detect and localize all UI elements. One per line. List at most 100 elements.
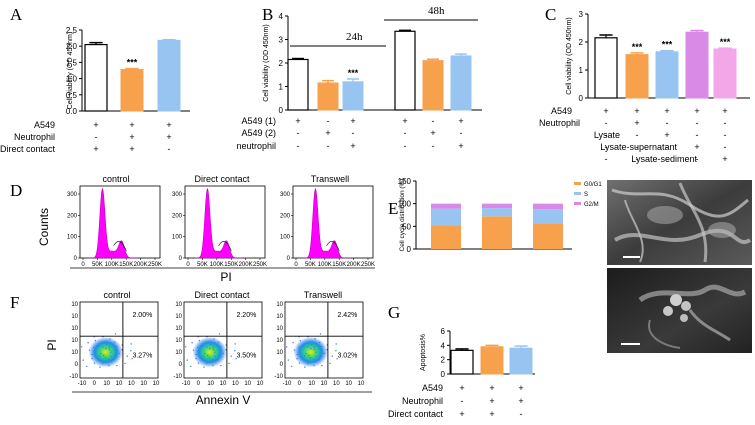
f-ytick-label: 10 xyxy=(175,350,182,356)
f-event-dot xyxy=(203,366,205,368)
f-quadrant-upper-right-pct: 2.42% xyxy=(337,312,357,319)
b-ytick-label: 4 xyxy=(279,12,284,21)
c-bar xyxy=(655,51,679,99)
f-event-dot xyxy=(195,358,197,360)
g-bar xyxy=(450,349,474,375)
d-xtick-label: 200K xyxy=(239,262,253,268)
e-stack-segment xyxy=(533,223,563,249)
f-event-dot xyxy=(305,352,307,355)
a-row-mark: + xyxy=(166,120,171,130)
f-event-dot xyxy=(104,357,107,359)
c-row-mark: - xyxy=(724,142,727,152)
f-event-dot xyxy=(116,345,118,348)
c-significance-marker: *** xyxy=(720,37,731,47)
f-event-dot xyxy=(318,359,320,361)
d-ytick-label: 0 xyxy=(179,256,183,262)
f-event-dot xyxy=(212,364,214,367)
f-title-control: control xyxy=(103,290,130,300)
d-fit-curve xyxy=(113,241,127,252)
c-row-mark: - xyxy=(666,154,669,164)
d-xtick-label: 100K xyxy=(210,262,224,268)
b-row-mark: - xyxy=(404,128,407,138)
e-legend-swatch-g2m xyxy=(574,202,581,205)
g-row-label-neutrophil: Neutrophil xyxy=(402,396,443,406)
d-xtick-label: 100K xyxy=(105,262,119,268)
f-event-dot xyxy=(113,359,115,361)
b-row-label-a549-2: A549 (2) xyxy=(241,128,276,138)
e-ytick-label: 50 xyxy=(402,222,411,231)
d-xtick-label: 200K xyxy=(134,262,148,268)
f-ytick-label: 10 xyxy=(276,302,283,308)
c-row-mark: - xyxy=(724,118,727,128)
c-significance-marker: *** xyxy=(662,40,673,50)
f-event-dot xyxy=(116,364,118,367)
f-ytick-label: 10 xyxy=(71,338,78,344)
f-xtick-label: 10 xyxy=(140,381,147,387)
c-ytick-label: 1 xyxy=(579,66,584,75)
f-event-dot xyxy=(315,351,317,353)
f-event-dot xyxy=(209,347,211,350)
c-row-label-a549: A549 xyxy=(551,106,572,116)
a-ytick-label: 2.5 xyxy=(66,26,78,35)
f-event-dot xyxy=(335,350,337,352)
g-row-mark: + xyxy=(489,409,494,419)
f-ytick-label: 0 xyxy=(280,362,284,368)
f-frame xyxy=(79,301,159,379)
f-event-dot xyxy=(198,340,201,342)
a-ytick-label: 1.0 xyxy=(66,75,78,84)
f-event-dot xyxy=(309,357,312,359)
b-row-mark: + xyxy=(458,116,463,126)
f-event-dot xyxy=(214,351,216,353)
c-ylabel: Cell viability (OD 450nm) xyxy=(566,17,573,94)
g-row-mark: + xyxy=(489,383,494,393)
g-row-label-direct-contact: Direct contact xyxy=(388,409,444,419)
g-ytick-label: 6 xyxy=(441,327,446,336)
e-ytick-label: 0 xyxy=(407,245,412,254)
f-xtick-label: 10 xyxy=(220,381,227,387)
b-group-48h: 48h xyxy=(428,5,445,17)
e-ylabel: Cell cycle distribution (%) xyxy=(399,179,406,252)
f-event-dot xyxy=(124,362,126,365)
e-legend-label-g01: G0/G1 xyxy=(584,182,602,188)
f-event-dot xyxy=(299,340,302,342)
e-ytick-label: 150 xyxy=(398,177,412,186)
f-event-dot xyxy=(109,338,111,340)
a-row-label-a549: A549 xyxy=(34,120,55,130)
f-xtick-label: 0 xyxy=(197,381,201,387)
f-event-dot xyxy=(225,349,227,351)
f-xtick-label: 10 xyxy=(333,381,340,387)
a-row-mark: + xyxy=(129,120,134,130)
f-quadrant-lower-right-pct: 3.27% xyxy=(132,352,152,359)
f-event-dot xyxy=(234,343,236,345)
c-row-mark: + xyxy=(722,154,727,164)
g-row-label-a549: A549 xyxy=(422,383,443,393)
f-event-dot xyxy=(197,362,200,364)
sem-image-bottom xyxy=(607,268,752,353)
f-frame xyxy=(183,301,263,379)
b-row-mark: - xyxy=(404,141,407,151)
f-event-dot xyxy=(131,358,133,360)
f-xtick-label: 10 xyxy=(153,381,160,387)
d-xtick-label: 50K xyxy=(92,262,103,268)
g-ylabel: Apoptosis% xyxy=(420,334,427,371)
a-bar xyxy=(157,39,181,112)
f-event-dot xyxy=(234,350,236,352)
f-xtick-label: 0 xyxy=(298,381,302,387)
f-xtick-label: 10 xyxy=(116,381,123,387)
b-ytick-label: 0 xyxy=(279,106,284,115)
f-quadrant-lower-right-pct: 3.02% xyxy=(337,352,357,359)
g-row-mark: - xyxy=(461,396,464,406)
f-ylabel: PI xyxy=(45,339,59,350)
f-event-dot xyxy=(91,353,94,356)
f-event-dot xyxy=(298,346,300,349)
e-stack-segment xyxy=(431,203,461,209)
f-event-dot xyxy=(230,355,232,357)
f-event-dot xyxy=(108,346,110,348)
f-event-dot xyxy=(213,338,215,340)
f-event-dot xyxy=(296,353,299,356)
b-group-24h: 24h xyxy=(346,31,363,43)
f-event-dot xyxy=(214,355,216,357)
b-row-mark: - xyxy=(460,128,463,138)
f-event-dot xyxy=(293,349,296,351)
